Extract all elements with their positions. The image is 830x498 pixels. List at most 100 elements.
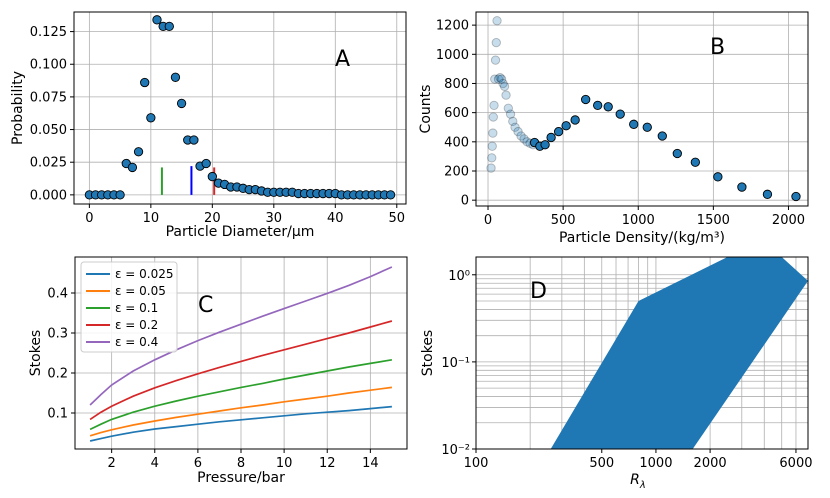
panel-b-xtick-label: 1500: [697, 213, 730, 228]
panel-a-xtick-label: 30: [266, 211, 283, 226]
panel-c-series-line: [89, 405, 392, 442]
panel-b-point-faded: [498, 78, 508, 89]
panel-d-area: [550, 257, 808, 449]
panel-a-frame: [73, 11, 407, 205]
panel-label-d: D: [530, 279, 547, 304]
panel-b-point-faded: [496, 74, 507, 84]
panel-a-point: [189, 135, 199, 145]
panel-b-point-main: [540, 140, 550, 150]
panel-d-xtick-label: 2000: [694, 456, 727, 471]
panel-c-legend-label: ε = 0.1: [115, 301, 158, 315]
panel-b-point-main: [690, 157, 700, 167]
panel-a-xlabel: Particle Diameter/μm: [166, 224, 315, 240]
panel-c-xtick-label: 14: [362, 456, 379, 471]
panel-b-point-main: [672, 148, 682, 159]
panel-c-series-line: [89, 386, 393, 437]
panel-b-point-main: [603, 102, 613, 112]
panel-b-frame: [475, 11, 809, 207]
panel-b-point-main: [629, 119, 639, 129]
panel-c-xtick-label: 10: [276, 456, 293, 471]
panel-a-ytick-label: 0.125: [30, 25, 67, 40]
panel-b-point-faded: [492, 16, 502, 26]
panel-d-ylabel: Stokes: [420, 330, 436, 376]
panel-a-point: [127, 162, 138, 173]
panel-b-ytick-label: 600: [444, 106, 469, 121]
panel-c-series-line: [89, 320, 393, 421]
panel-d-ytick-label: 10⁻¹: [441, 356, 470, 371]
panel-b-ytick-label: 0: [461, 194, 469, 209]
panel-c-series-line: [89, 358, 393, 431]
panel-b-point-faded: [486, 163, 496, 173]
panel-d-frame: [475, 256, 809, 450]
panel-b-point-faded: [491, 37, 501, 48]
panel-a-ytick-label: 0.100: [30, 58, 67, 73]
panel-b-point-faded: [510, 122, 520, 132]
panel-b-point-faded: [488, 112, 498, 122]
panel-a-point: [146, 113, 156, 123]
panel-c-xlabel: Pressure/bar: [197, 470, 285, 486]
panel-b-point-faded: [499, 81, 510, 92]
panel-b-ytick-label: 400: [444, 135, 469, 150]
panel-a-xtick-label: 20: [204, 211, 221, 226]
panel-c-series-line: [89, 266, 393, 406]
panel-b-point-main: [762, 189, 773, 199]
panel-a-point: [140, 77, 150, 88]
panel-a-ytick-label: 0.000: [30, 188, 67, 203]
panel-c-xtick-label: 2: [108, 456, 116, 471]
panel-a-ytick-label: 0.075: [30, 90, 67, 105]
panel-d-ytick-label: 10⁰: [448, 269, 470, 284]
panel-b-point-main: [561, 121, 571, 131]
panel-a-point: [207, 171, 217, 182]
panel-c-legend-label: ε = 0.025: [115, 267, 174, 281]
panel-b-point-main: [642, 122, 652, 132]
panel-a-point: [201, 158, 211, 169]
panel-d-xtick-label: 6000: [779, 456, 812, 471]
panel-b-ytick-label: 200: [444, 164, 469, 179]
panel-c-ylabel: Stokes: [28, 330, 44, 376]
panel-b-point-main: [791, 191, 801, 202]
panel-b-point-main: [713, 172, 723, 182]
panel-b-point-faded: [493, 74, 504, 84]
panel-label-c: C: [198, 293, 213, 318]
panel-b-ylabel: Counts: [418, 85, 434, 134]
panel-a-point: [164, 21, 174, 32]
panel-b-point-faded: [519, 134, 529, 144]
panel-b-point-main: [570, 115, 580, 125]
panel-a-xtick-label: 40: [327, 211, 344, 226]
panel-c-xtick-label: 12: [319, 456, 336, 471]
panel-b-ytick-label: 1200: [436, 19, 469, 34]
panel-b-point-faded: [505, 109, 516, 119]
panel-label-a: A: [335, 47, 350, 72]
panel-d-ytick-label: 10⁻²: [441, 443, 470, 458]
panel-d-xtick-label: 1000: [639, 456, 672, 471]
panel-a-xtick-label: 0: [85, 211, 93, 226]
panel-a-point: [133, 147, 144, 157]
panel-b-point-faded: [487, 153, 497, 163]
panel-b-point-faded: [516, 131, 526, 141]
panel-c-legend-label: ε = 0.4: [115, 335, 158, 349]
panel-b-point-faded: [488, 128, 498, 138]
panel-label-b: B: [710, 35, 725, 60]
panel-b-point-faded: [490, 55, 501, 65]
panel-b-point-main: [546, 132, 556, 143]
panel-b-point-main: [581, 94, 591, 105]
panel-a-point: [115, 190, 125, 200]
panel-b-point-faded: [508, 116, 518, 127]
panel-c-xtick-label: 4: [151, 456, 159, 471]
panel-c-ytick-label: 0.2: [47, 367, 68, 382]
panel-b-point-faded: [513, 126, 523, 137]
panel-c-ytick-label: 0.3: [47, 327, 68, 342]
panel-b-point-faded: [501, 90, 511, 100]
panel-d-xlabel: Rλ: [630, 472, 646, 491]
panel-a-xtick-label: 50: [389, 211, 406, 226]
panel-a-xtick-label: 10: [143, 211, 160, 226]
panel-b-point-faded: [490, 74, 500, 84]
panel-b-point-main: [593, 100, 603, 111]
panel-a-point: [152, 15, 162, 25]
panel-b-xtick-label: 0: [484, 213, 492, 228]
panel-b-xtick-label: 2000: [772, 213, 805, 228]
panel-b-point-faded: [487, 141, 497, 151]
panel-c-legend-box: [80, 261, 178, 353]
panel-d-xtick-label: 500: [589, 456, 614, 471]
